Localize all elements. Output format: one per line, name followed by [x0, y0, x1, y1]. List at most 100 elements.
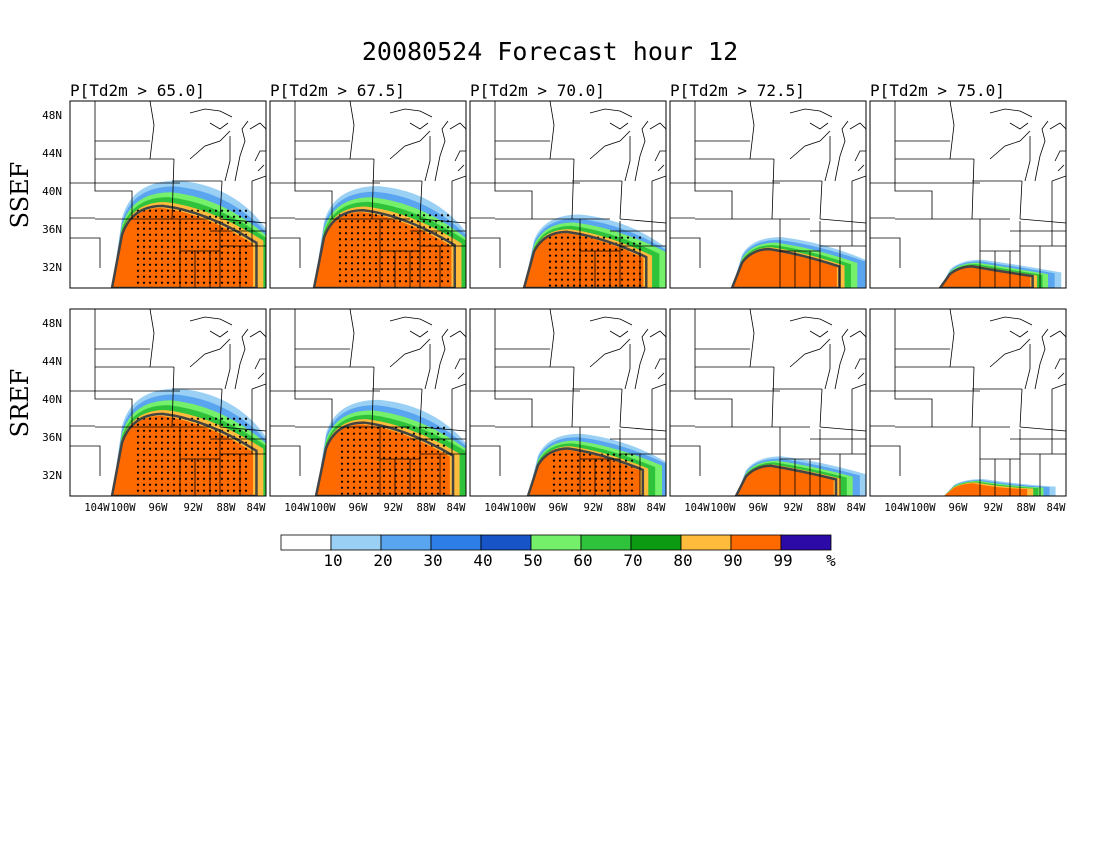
- state-border: [424, 136, 431, 182]
- lon-tick-label: 100W: [710, 502, 736, 514]
- state-border: [834, 120, 849, 182]
- ensemble-mean-contour: [314, 421, 455, 496]
- state-borders: [270, 309, 466, 496]
- colorbar-tick-label: 10: [323, 551, 342, 570]
- panel-frame: [869, 100, 1067, 289]
- state-border: [224, 344, 231, 390]
- state-border: [257, 372, 265, 380]
- panel-background: [870, 309, 1066, 496]
- state-border: [434, 328, 449, 390]
- panel-frame: [469, 308, 667, 497]
- state-border: [619, 388, 623, 428]
- state-border: [651, 383, 666, 390]
- state-border: [451, 175, 466, 182]
- state-border: [424, 344, 431, 390]
- map-panels: [69, 100, 1067, 497]
- state-border: [1051, 383, 1066, 390]
- state-border: [389, 130, 431, 160]
- probability-field: [734, 456, 866, 496]
- state-border: [434, 120, 449, 182]
- panel-frame: [469, 100, 667, 289]
- state-border: [870, 445, 901, 476]
- lon-tick-label: 92W: [584, 502, 604, 514]
- lon-tick-label: 104W: [84, 502, 110, 514]
- state-border: [371, 366, 375, 428]
- lon-tick-label: 92W: [984, 502, 1004, 514]
- state-border: [1019, 180, 1023, 220]
- colorbar: [280, 534, 832, 551]
- lon-tick-label: 92W: [384, 502, 404, 514]
- state-border: [870, 237, 901, 268]
- state-border: [389, 108, 433, 118]
- panel-frame: [869, 308, 1067, 497]
- colorbar-tick-label: 60: [573, 551, 592, 570]
- state-border: [494, 101, 533, 219]
- state-border: [749, 101, 755, 160]
- state-border: [809, 122, 829, 130]
- state-border: [1024, 136, 1031, 182]
- state-border: [1051, 175, 1066, 182]
- state-border: [449, 330, 466, 338]
- lon-tick-label: 88W: [817, 502, 837, 514]
- state-border: [571, 366, 575, 428]
- map-panel: [269, 100, 467, 289]
- lat-tick-label: 32N: [42, 469, 62, 482]
- state-border: [571, 158, 575, 220]
- state-border: [789, 108, 833, 118]
- state-border: [270, 237, 301, 268]
- state-border: [619, 426, 666, 432]
- probability-contour: [944, 483, 1028, 496]
- state-border: [454, 150, 466, 162]
- state-border: [949, 101, 955, 160]
- state-border: [219, 218, 266, 224]
- probability-contour: [112, 207, 254, 288]
- state-border: [619, 180, 623, 220]
- colorbar-tick-label: 20: [373, 551, 392, 570]
- state-border: [789, 338, 831, 368]
- lon-axis-col2: 104W 100W 96W 92W 88W 84W: [284, 502, 466, 514]
- lat-tick-label: 44N: [42, 355, 62, 368]
- state-border: [657, 164, 665, 172]
- probability-field: [314, 399, 466, 496]
- state-border: [824, 344, 831, 390]
- state-border: [549, 101, 555, 160]
- state-border: [609, 330, 629, 338]
- state-borders: [670, 101, 866, 288]
- threshold-label: P[Td2m > 67.5]: [270, 81, 405, 100]
- state-border: [651, 175, 666, 182]
- state-border: [971, 158, 975, 220]
- state-border: [771, 366, 775, 428]
- state-border: [294, 309, 333, 427]
- colorbar-tick-label: 80: [673, 551, 692, 570]
- state-border: [219, 180, 223, 220]
- probability-contour: [940, 266, 1031, 288]
- state-border: [670, 237, 701, 268]
- colorbar-tick-label: 70: [623, 551, 642, 570]
- ensemble-mean-contour: [730, 247, 841, 288]
- colorbar-swatch: [280, 534, 332, 551]
- threshold-label: P[Td2m > 72.5]: [670, 81, 805, 100]
- ensemble-mean-contour: [110, 204, 258, 288]
- state-border: [419, 218, 466, 224]
- state-border: [694, 309, 733, 427]
- state-borders: [70, 309, 266, 496]
- state-border: [619, 218, 666, 224]
- state-border: [270, 445, 301, 476]
- state-border: [649, 330, 666, 338]
- state-border: [389, 338, 431, 368]
- state-border: [654, 150, 666, 162]
- map-panel: [69, 308, 267, 497]
- colorbar-tick-label: 50: [523, 551, 542, 570]
- state-border: [624, 136, 631, 182]
- state-borders: [670, 309, 866, 496]
- lon-tick-label: 104W: [884, 502, 910, 514]
- state-border: [419, 388, 423, 428]
- state-border: [451, 383, 466, 390]
- colorbar-swatch: [630, 534, 682, 551]
- lon-tick-label: 104W: [284, 502, 310, 514]
- colorbar-tick-label: 40: [473, 551, 492, 570]
- lon-tick-label: 104W: [484, 502, 510, 514]
- state-border: [189, 316, 233, 326]
- probability-field: [312, 186, 466, 288]
- state-border: [454, 358, 466, 370]
